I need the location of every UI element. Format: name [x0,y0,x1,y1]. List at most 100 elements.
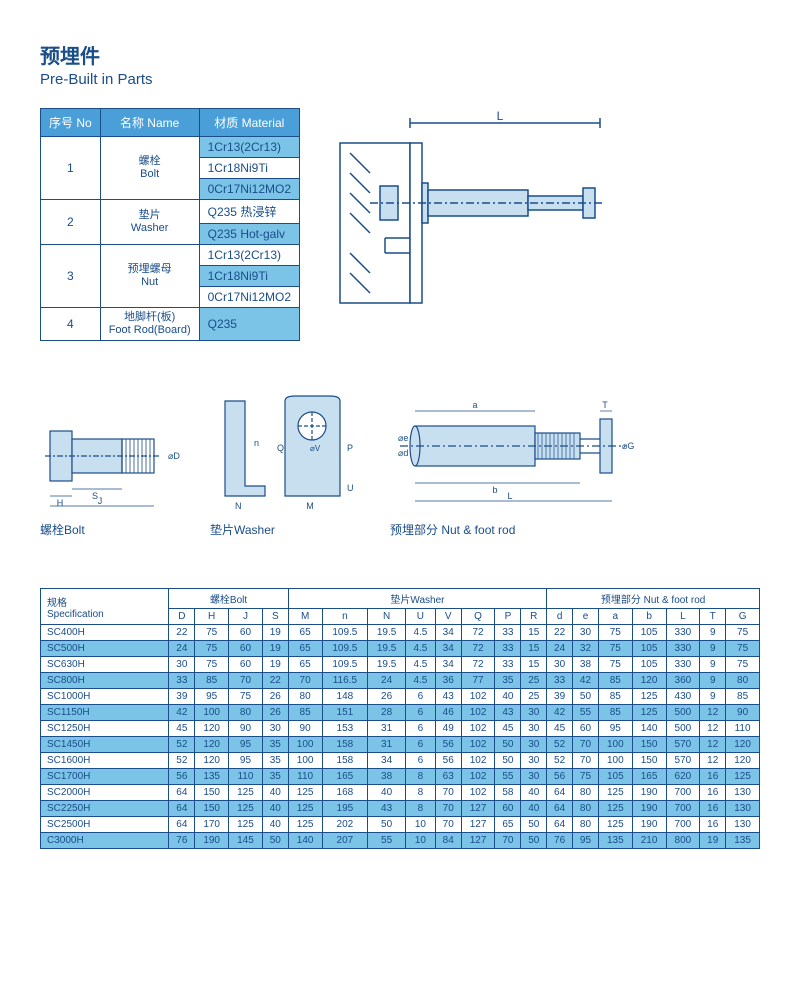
spec-cell: 22 [169,625,195,641]
spec-cell: 125 [229,785,263,801]
spec-cell: 75 [195,657,229,673]
svg-text:J: J [98,496,103,506]
spec-row-name: SC630H [41,657,169,673]
spec-cell: 85 [726,689,760,705]
spec-cell: 153 [322,721,368,737]
spec-cell: 6 [405,737,435,753]
spec-cell: 58 [495,785,521,801]
spec-cell: 60 [573,721,599,737]
spec-cell: 55 [368,833,406,849]
spec-cell: 85 [598,705,632,721]
spec-cell: 31 [368,721,406,737]
spec-col: T [700,609,726,625]
spec-cell: 120 [195,721,229,737]
mat-value: 1Cr13(2Cr13) [199,137,299,158]
spec-cell: 109.5 [322,625,368,641]
spec-cell: 148 [322,689,368,705]
spec-cell: 30 [547,657,573,673]
spec-cell: 95 [573,833,599,849]
spec-cell: 150 [195,801,229,817]
nutrod-diagram: ⌀e ⌀d a b L T ⌀G 预埋部分 Nut & foot rod [390,391,650,538]
spec-cell: 12 [700,705,726,721]
spec-cell: 158 [322,737,368,753]
spec-cell: 100 [195,705,229,721]
spec-cell: 52 [169,737,195,753]
svg-text:⌀D: ⌀D [168,451,180,461]
spec-cell: 75 [726,641,760,657]
spec-cell: 34 [435,641,461,657]
spec-cell: 700 [666,801,700,817]
spec-cell: 26 [262,689,288,705]
spec-cell: 120 [195,737,229,753]
spec-cell: 12 [700,753,726,769]
spec-cell: 35 [495,673,521,689]
spec-cell: 95 [229,737,263,753]
spec-cell: 75 [598,657,632,673]
spec-cell: 52 [547,753,573,769]
spec-cell: 70 [288,673,322,689]
spec-cell: 95 [229,753,263,769]
spec-cell: 130 [726,801,760,817]
svg-text:Q: Q [277,443,284,453]
spec-cell: 32 [573,641,599,657]
spec-cell: 6 [405,705,435,721]
spec-col: S [262,609,288,625]
spec-cell: 50 [521,817,547,833]
spec-cell: 28 [368,705,406,721]
spec-col: b [632,609,666,625]
spec-cell: 77 [461,673,495,689]
spec-cell: 63 [435,769,461,785]
spec-cell: 35 [262,753,288,769]
spec-cell: 65 [288,657,322,673]
spec-cell: 110 [229,769,263,785]
spec-cell: 50 [573,689,599,705]
spec-cell: 70 [495,833,521,849]
spec-cell: 64 [169,817,195,833]
mat-value: 1Cr13(2Cr13) [199,245,299,266]
spec-cell: 8 [405,769,435,785]
spec-cell: 85 [195,673,229,689]
mat-value: Q235 热浸锌 [199,200,299,224]
spec-cell: 125 [229,817,263,833]
spec-cell: 330 [666,625,700,641]
spec-cell: 120 [726,753,760,769]
spec-row-name: SC1450H [41,737,169,753]
spec-cell: 40 [368,785,406,801]
spec-cell: 75 [195,625,229,641]
spec-group: 垫片Washer [288,589,546,609]
svg-text:⌀e: ⌀e [398,433,408,443]
spec-cell: 25 [521,689,547,705]
spec-cell: 125 [632,689,666,705]
svg-text:L: L [497,109,504,123]
svg-text:n: n [254,438,259,448]
spec-cell: 35 [262,737,288,753]
svg-text:⌀V: ⌀V [310,444,321,453]
spec-cell: 130 [726,785,760,801]
svg-text:H: H [57,498,64,508]
bolt-label: 螺栓Bolt [40,521,180,538]
spec-cell: 34 [435,625,461,641]
spec-cell: 130 [726,817,760,833]
spec-cell: 30 [521,769,547,785]
spec-cell: 33 [547,673,573,689]
spec-cell: 38 [368,769,406,785]
spec-cell: 110 [288,769,322,785]
spec-row-name: SC1250H [41,721,169,737]
spec-row-name: SC2500H [41,817,169,833]
spec-cell: 4.5 [405,657,435,673]
spec-cell: 12 [700,737,726,753]
spec-cell: 195 [322,801,368,817]
spec-cell: 31 [368,737,406,753]
spec-cell: 34 [368,753,406,769]
svg-text:⌀G: ⌀G [622,441,634,451]
spec-cell: 22 [547,625,573,641]
spec-cell: 34 [435,657,461,673]
spec-col: P [495,609,521,625]
spec-cell: 33 [169,673,195,689]
spec-cell: 100 [598,753,632,769]
spec-col: a [598,609,632,625]
spec-cell: 40 [262,785,288,801]
spec-cell: 56 [435,737,461,753]
spec-cell: 30 [521,705,547,721]
spec-cell: 60 [229,625,263,641]
